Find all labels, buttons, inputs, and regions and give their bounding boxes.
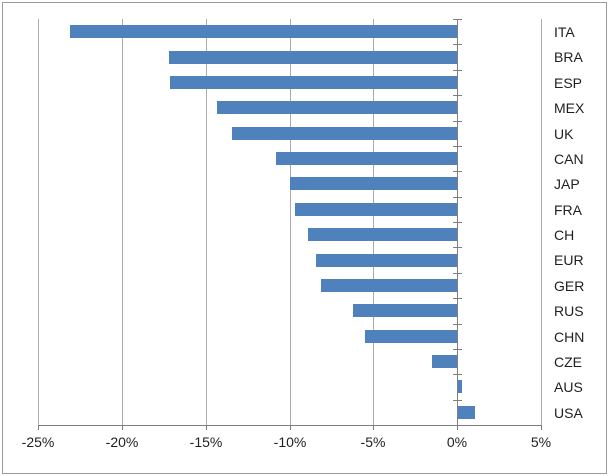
category-axis-tick — [453, 324, 462, 325]
major-gridline — [290, 19, 291, 425]
bar-rus — [353, 304, 457, 317]
category-label: ITA — [554, 23, 575, 40]
value-axis-tick — [373, 425, 374, 430]
category-axis-tick — [453, 400, 462, 401]
category-axis-tick — [453, 247, 462, 248]
category-axis-tick — [453, 95, 462, 96]
value-axis-tick — [457, 425, 458, 430]
value-axis-line — [38, 425, 541, 426]
category-label: CH — [554, 226, 575, 243]
category-label: UK — [554, 125, 574, 142]
bar-can — [276, 152, 457, 165]
bar-mex — [217, 101, 457, 114]
value-tick-label: 0% — [446, 434, 468, 450]
category-axis-tick — [453, 19, 462, 20]
category-label: BRA — [554, 48, 583, 65]
category-axis-tick — [453, 146, 462, 147]
bar-usa — [457, 406, 475, 419]
bar-jap — [290, 177, 458, 190]
bar-bra — [169, 51, 457, 64]
value-axis-tick — [290, 425, 291, 430]
value-axis-tick — [206, 425, 207, 430]
major-gridline — [373, 19, 374, 425]
category-label: JAP — [554, 175, 580, 192]
bar-ch — [308, 228, 457, 241]
bar-eur — [316, 254, 457, 267]
category-axis-tick — [453, 70, 462, 71]
value-tick-label: -10% — [273, 434, 307, 450]
bar-fra — [295, 203, 458, 216]
value-tick-label: -20% — [105, 434, 139, 450]
category-label: USA — [554, 404, 583, 421]
category-axis-tick — [453, 197, 462, 198]
value-tick-label: 5% — [530, 434, 552, 450]
category-label: CHN — [554, 328, 585, 345]
bar-chn — [365, 330, 457, 343]
value-tick-label: -15% — [189, 434, 223, 450]
major-gridline — [38, 19, 39, 425]
category-axis-tick — [453, 374, 462, 375]
category-axis-tick — [453, 121, 462, 122]
bar-aus — [457, 380, 462, 393]
category-label: CZE — [554, 353, 582, 370]
bar-esp — [170, 76, 457, 89]
value-axis-tick — [122, 425, 123, 430]
category-axis-tick — [453, 44, 462, 45]
value-axis-tick — [38, 425, 39, 430]
value-axis-tick — [541, 425, 542, 430]
value-tick-label: -25% — [21, 434, 55, 450]
category-axis-tick — [453, 273, 462, 274]
category-label: RUS — [554, 302, 584, 319]
category-label: CAN — [554, 150, 584, 167]
major-gridline — [206, 19, 207, 425]
category-label: ESP — [554, 74, 583, 91]
category-axis-tick — [453, 298, 462, 299]
category-axis-tick — [453, 222, 462, 223]
plot-area — [38, 19, 542, 430]
major-gridline — [541, 19, 542, 425]
value-tick-label: -5% — [360, 434, 386, 450]
major-gridline — [122, 19, 123, 425]
category-label: MEX — [554, 99, 585, 116]
bar-ger — [321, 279, 457, 292]
bar-uk — [232, 127, 457, 140]
category-label: EUR — [554, 251, 584, 268]
category-label: AUS — [554, 378, 583, 395]
category-axis-tick — [453, 171, 462, 172]
category-label: FRA — [554, 201, 582, 218]
bar-cze — [432, 355, 457, 368]
bar-ita — [70, 25, 457, 38]
category-axis-tick — [453, 349, 462, 350]
category-label: GER — [554, 277, 585, 294]
